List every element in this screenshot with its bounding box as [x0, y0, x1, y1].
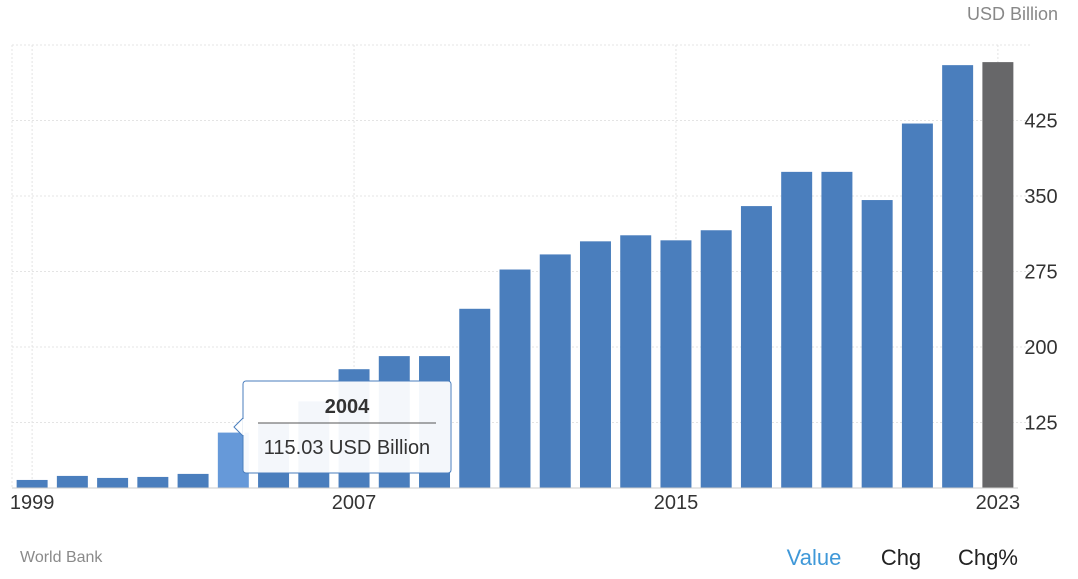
- unit-label: USD Billion: [967, 4, 1058, 24]
- y-tick-label-275: 275: [1024, 262, 1057, 284]
- x-tick-label-1999: 1999: [10, 492, 55, 514]
- x-tick-labels: 1999 2007 2015 2023: [10, 492, 1020, 514]
- tooltip-box: [242, 380, 452, 474]
- x-tick-label-2007: 2007: [332, 492, 377, 514]
- bar-2002[interactable]: [137, 476, 169, 488]
- bar-2010[interactable]: [459, 308, 491, 488]
- bar-2013[interactable]: [579, 241, 611, 488]
- bar-2023[interactable]: [982, 62, 1014, 489]
- bar-2016[interactable]: [700, 230, 732, 488]
- bar-2018[interactable]: [781, 171, 813, 489]
- bar-2001[interactable]: [97, 477, 129, 488]
- bar-1999[interactable]: [16, 479, 48, 488]
- bar-2017[interactable]: [740, 206, 772, 488]
- bar-2022[interactable]: [942, 65, 974, 488]
- bar-2015[interactable]: [660, 240, 692, 488]
- bar-2021[interactable]: [901, 123, 933, 488]
- y-tick-label-200: 200: [1024, 337, 1057, 359]
- y-tick-labels: 125 200 275 350 425: [1024, 111, 1057, 435]
- tooltip-year: 2004: [325, 396, 370, 418]
- bar-2019[interactable]: [821, 171, 853, 489]
- x-tick-label-2015: 2015: [654, 492, 699, 514]
- tab-value[interactable]: Value: [787, 545, 842, 570]
- tooltip-value: 115.03 USD Billion: [264, 437, 430, 459]
- bar-2011[interactable]: [499, 269, 531, 488]
- bar-2020[interactable]: [861, 200, 893, 489]
- tab-chg[interactable]: Chg: [881, 545, 921, 570]
- y-tick-label-125: 125: [1024, 413, 1057, 435]
- bar-2012[interactable]: [539, 254, 571, 488]
- bar-2014[interactable]: [620, 235, 652, 488]
- view-tabs: Value Chg Chg%: [787, 545, 1018, 570]
- y-tick-label-425: 425: [1024, 111, 1057, 133]
- bars-layer: [16, 62, 1014, 489]
- tab-chg-percent[interactable]: Chg%: [958, 545, 1018, 570]
- bar-2000[interactable]: [56, 475, 88, 488]
- tooltip: 2004 115.03 USD Billion: [233, 380, 452, 474]
- y-tick-label-350: 350: [1024, 186, 1057, 208]
- x-tick-label-2023: 2023: [976, 492, 1021, 514]
- bar-2003[interactable]: [177, 473, 209, 488]
- source-label: World Bank: [20, 549, 103, 566]
